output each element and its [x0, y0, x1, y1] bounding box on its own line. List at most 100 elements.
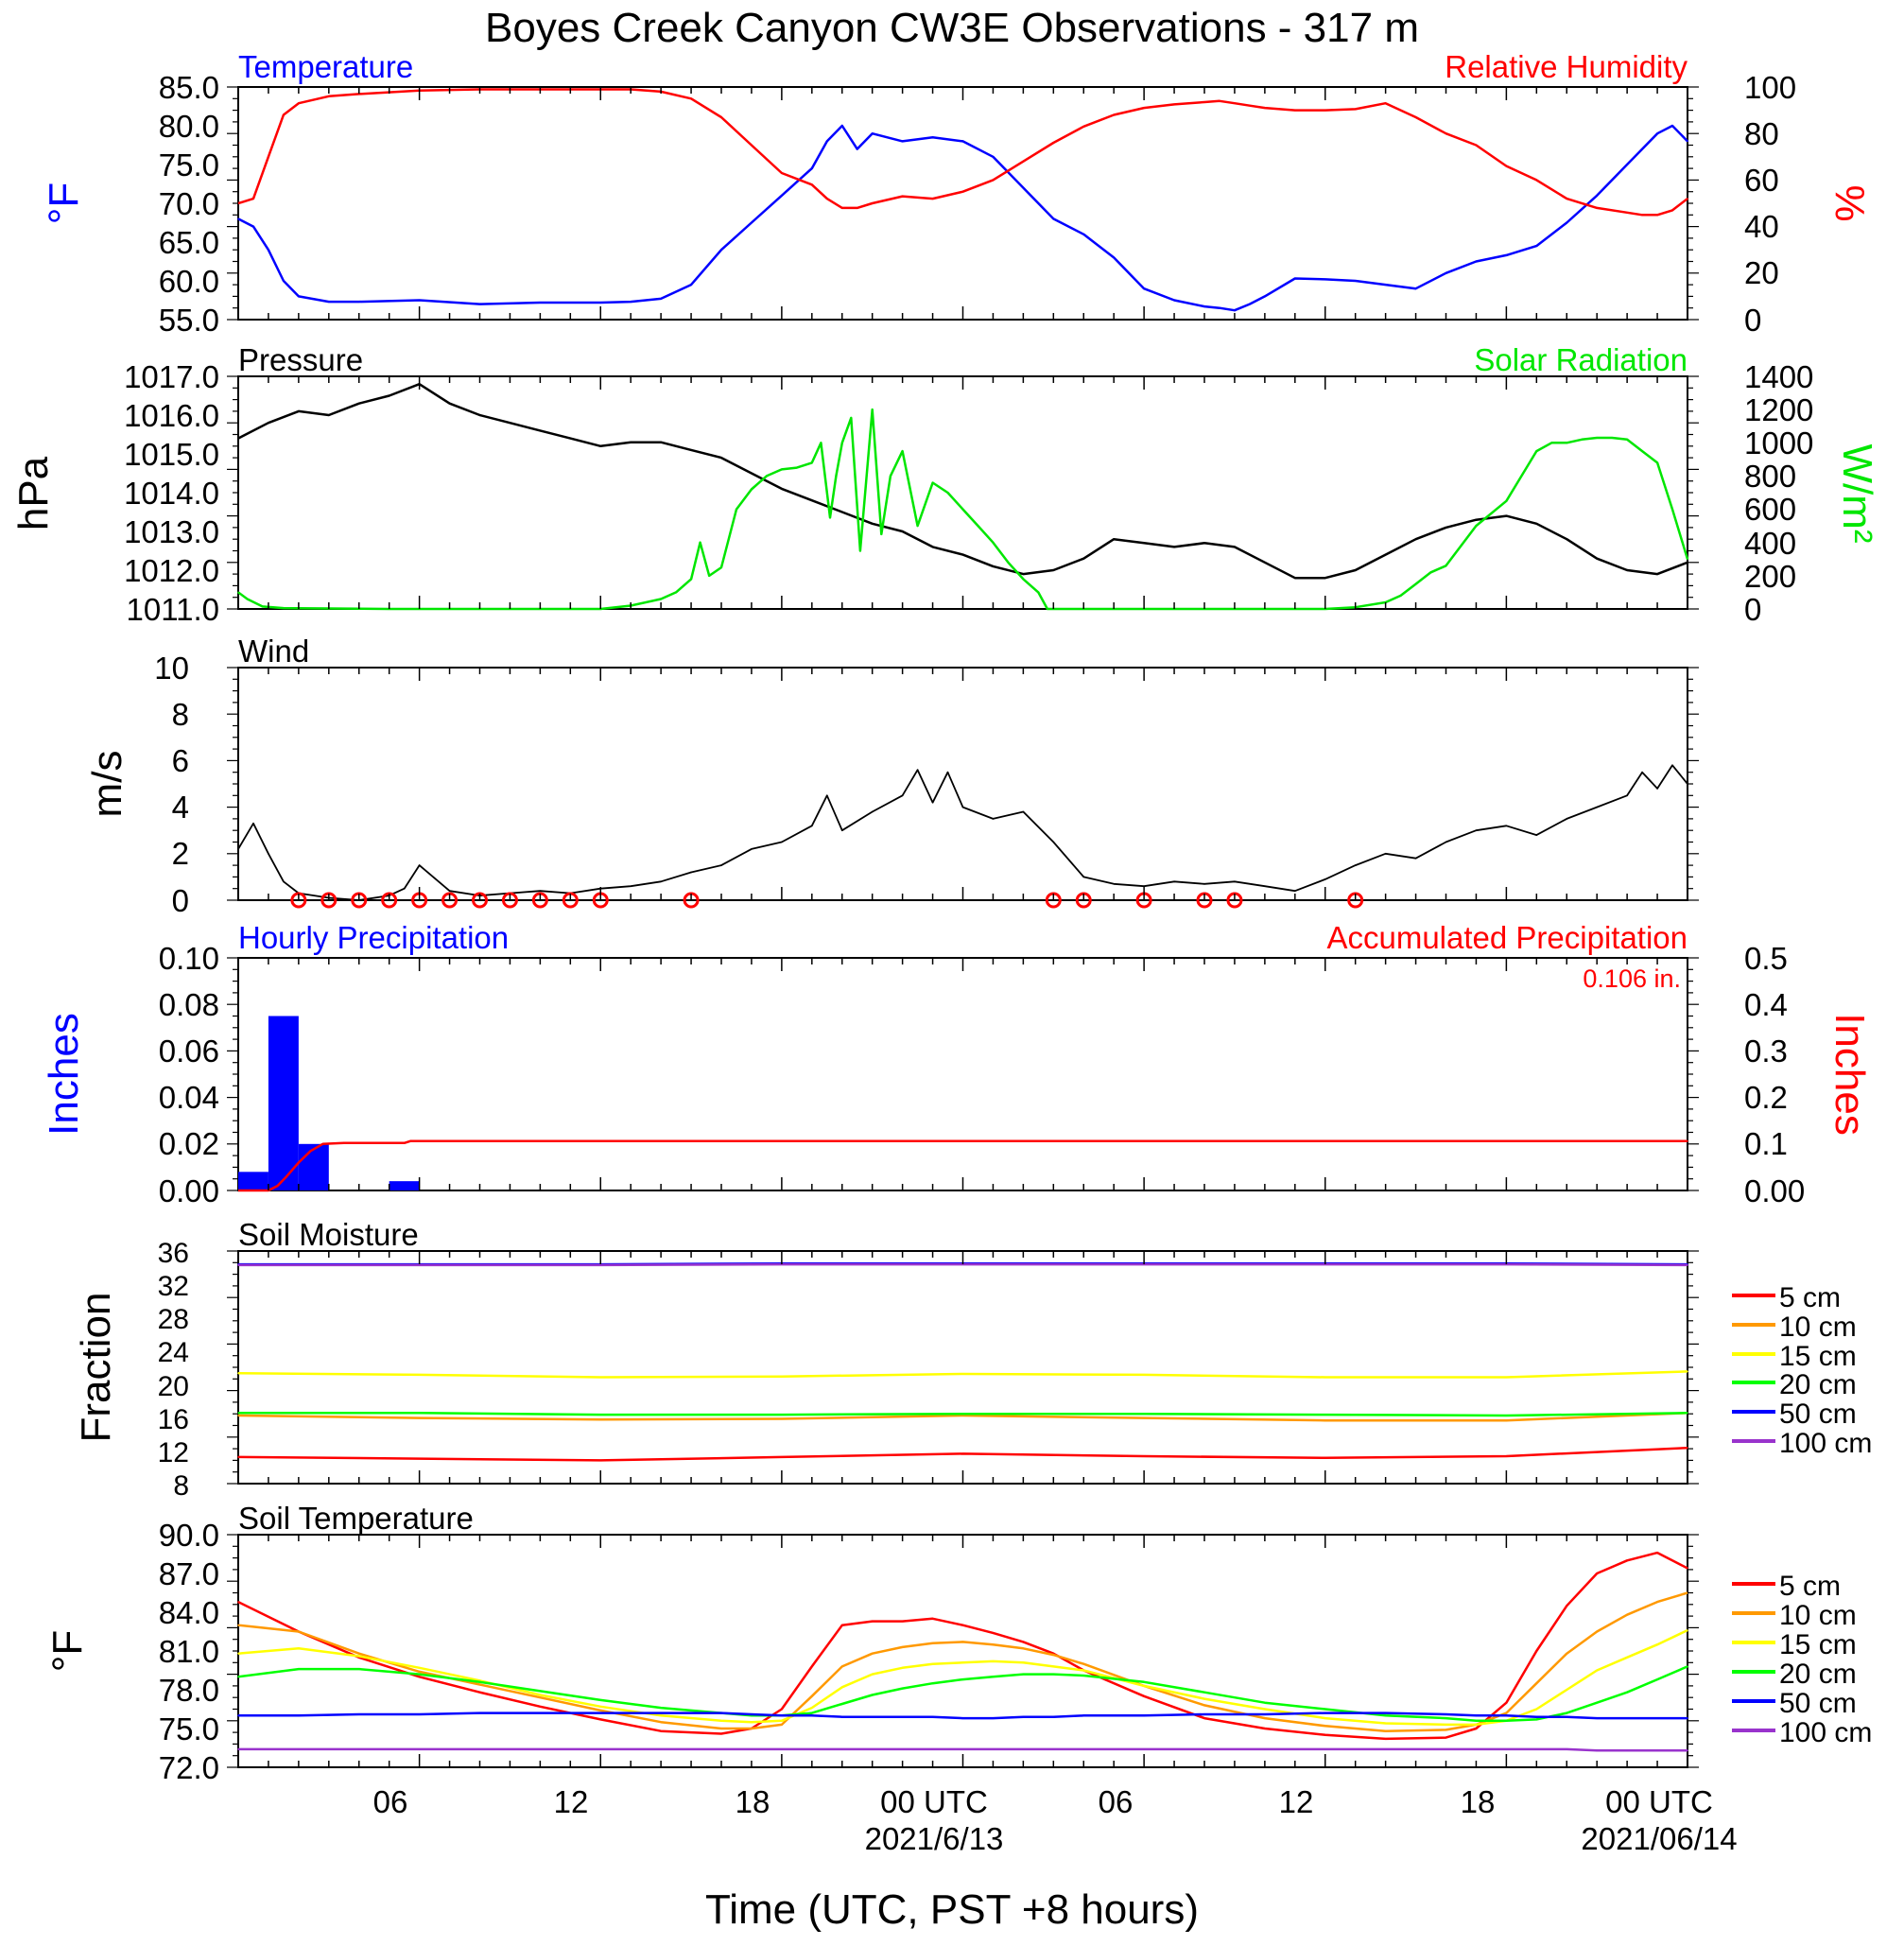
accum-precip-total: 0.106 in.	[1583, 964, 1681, 993]
data-point	[1656, 1552, 1658, 1554]
data-point	[751, 472, 753, 475]
y-tick-label: 0	[1744, 592, 1761, 627]
data-point	[1324, 1725, 1326, 1728]
data-point	[1234, 309, 1236, 311]
data-point	[1687, 1717, 1688, 1719]
data-point	[992, 1676, 995, 1678]
data-point	[237, 1456, 239, 1458]
data-point	[1566, 818, 1568, 820]
panel-soil-moisture: Soil Moisture Fraction 36 32 28 24 20 16…	[73, 1217, 1872, 1502]
data-point	[237, 437, 239, 440]
x-tick-label: 12	[1279, 1784, 1314, 1819]
data-point	[751, 1728, 753, 1729]
data-point	[1143, 1748, 1145, 1750]
data-point	[1596, 1572, 1598, 1574]
data-point	[478, 1683, 481, 1686]
data-point	[418, 1457, 421, 1460]
y-tick-label: 70.0	[159, 186, 219, 221]
data-point	[871, 202, 874, 204]
data-point	[751, 221, 753, 224]
data-point	[1173, 103, 1175, 106]
data-point	[630, 885, 632, 888]
data-point	[720, 249, 722, 252]
data-point	[825, 140, 828, 143]
data-point	[1566, 538, 1568, 540]
data-point	[283, 280, 285, 282]
y-tick-label: 80.0	[159, 109, 219, 144]
y-tick-label: 0.04	[159, 1080, 219, 1115]
data-point	[1143, 1413, 1145, 1415]
data-point	[1475, 1728, 1478, 1729]
y-tick-label: 1015.0	[124, 437, 219, 472]
data-point	[1249, 303, 1251, 305]
data-point	[1294, 109, 1296, 112]
data-point	[840, 207, 843, 209]
data-point	[871, 1748, 874, 1750]
data-point	[1052, 1654, 1055, 1656]
y-tick-label: 32	[158, 1271, 189, 1302]
data-point	[916, 525, 919, 527]
data-point	[599, 1699, 602, 1701]
data-point	[1082, 1675, 1085, 1677]
data-point	[781, 1414, 783, 1416]
data-point	[811, 1714, 813, 1717]
data-point	[237, 1264, 239, 1266]
data-point	[1445, 272, 1447, 274]
y-tick-label: 1011.0	[127, 592, 219, 627]
panel-tick-marks	[227, 667, 1699, 901]
data-point	[509, 422, 511, 425]
data-point	[1671, 209, 1673, 212]
data-point	[357, 1748, 360, 1750]
data-point	[871, 1620, 874, 1623]
data-point	[811, 1665, 813, 1668]
data-point	[1219, 99, 1220, 102]
data-point	[237, 591, 239, 594]
data-point	[276, 1185, 279, 1187]
data-point	[856, 148, 858, 150]
data-point	[1324, 1419, 1326, 1422]
data-point	[931, 1715, 934, 1718]
data-point	[1203, 101, 1205, 103]
data-point	[1626, 212, 1628, 214]
data-point	[1082, 876, 1085, 878]
data-point	[660, 298, 662, 300]
data-point	[751, 144, 753, 147]
data-point	[1384, 1729, 1387, 1732]
data-point	[237, 1748, 239, 1750]
data-point	[268, 156, 269, 158]
panel-frame	[237, 1250, 1688, 1485]
data-point	[1143, 1416, 1145, 1419]
data-point	[1505, 1711, 1508, 1714]
data-point	[1173, 880, 1175, 883]
x-tick-label: 06	[373, 1784, 408, 1819]
data-point	[1052, 217, 1055, 220]
data-point	[1203, 882, 1205, 885]
data-point	[357, 1668, 360, 1670]
y-tick-label: 78.0	[159, 1673, 219, 1708]
data-point	[328, 414, 330, 416]
x-tick-label: 18	[1461, 1784, 1496, 1819]
data-point	[811, 499, 813, 501]
data-point	[268, 853, 269, 855]
data-point	[1505, 1419, 1508, 1422]
data-point	[1566, 1715, 1568, 1718]
data-point	[660, 880, 662, 883]
data-point	[478, 414, 481, 416]
data-point	[1656, 1678, 1658, 1680]
data-point	[1324, 1734, 1326, 1736]
x-tick-label: 00 UTC	[1605, 1784, 1713, 1819]
data-point	[1626, 1613, 1628, 1616]
data-point	[388, 394, 390, 397]
data-point	[840, 1715, 843, 1718]
data-point	[1566, 442, 1568, 444]
data-point	[660, 1721, 662, 1723]
data-point	[1294, 577, 1296, 579]
data-point	[720, 116, 722, 118]
data-point	[825, 198, 828, 200]
wind-speed-line	[237, 764, 1688, 901]
wind-series	[237, 764, 1688, 909]
data-point	[1082, 126, 1085, 128]
data-point	[478, 1748, 481, 1750]
data-point	[1294, 277, 1296, 280]
data-point	[599, 1718, 602, 1721]
